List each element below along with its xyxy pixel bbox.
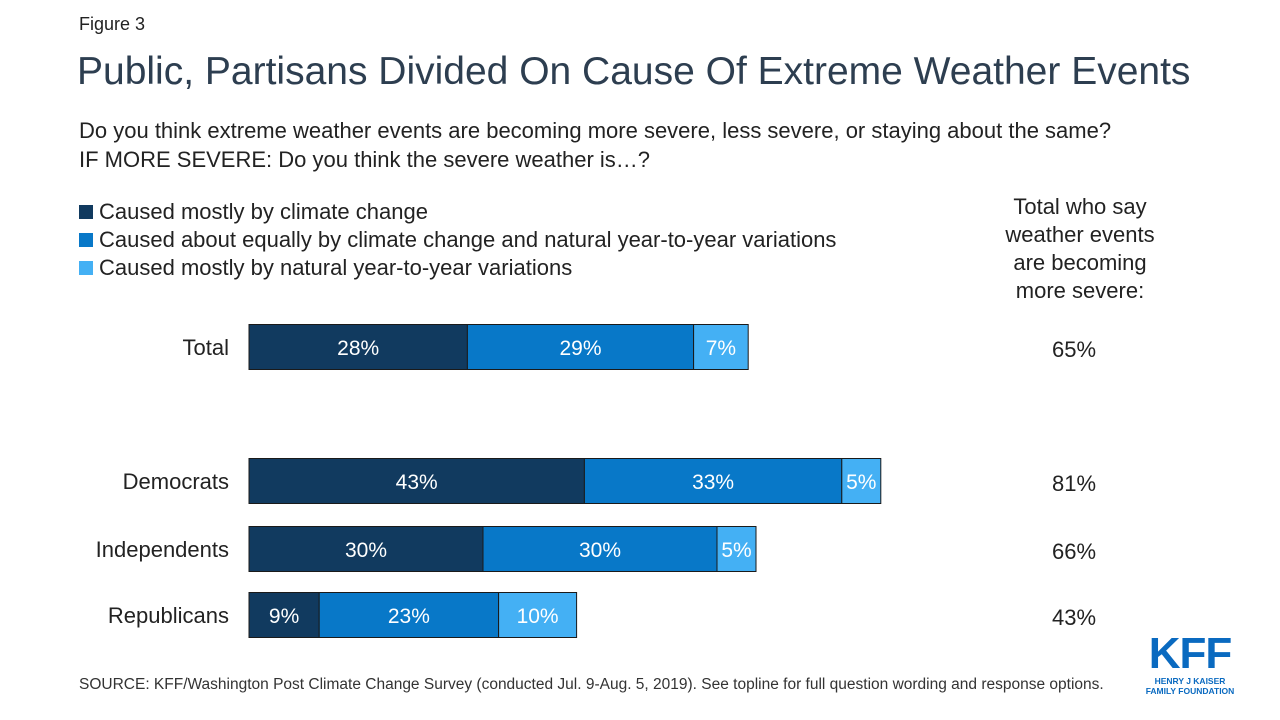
data-label-democrats-series-2: 33% [692, 471, 734, 494]
totals-header: Total who say weather events are becomin… [985, 193, 1175, 305]
total-value-democrats: 81% [1052, 471, 1096, 496]
data-label-republicans-series-3: 10% [517, 605, 559, 628]
subtitle-line-1: Do you think extreme weather events are … [79, 118, 1112, 143]
data-label-republicans-series-2: 23% [388, 605, 430, 628]
legend-label-mostly-natural: Caused mostly by natural year-to-year va… [99, 255, 573, 280]
bar-republicans-series-1 [248, 592, 320, 638]
bar-democrats-series-2 [583, 458, 843, 504]
logo-wordmark: KFF [1148, 629, 1233, 678]
bar-democrats-series-3 [841, 458, 882, 504]
legend-swatch-mostly-climate [79, 205, 93, 219]
totals-header-line-1: Total who say [1013, 194, 1147, 219]
total-value-independents: 66% [1052, 539, 1096, 564]
chart-subtitle: Do you think extreme weather events are … [79, 116, 1111, 174]
figure-label: Figure 3 [79, 14, 146, 34]
bar-independents-series-1 [248, 526, 484, 572]
legend-label-mostly-climate: Caused mostly by climate change [99, 199, 428, 224]
chart-title: Public, Partisans Divided On Cause Of Ex… [77, 50, 1191, 93]
logo-subline-1: HENRY J KAISER [1154, 676, 1226, 686]
bar-independents-series-3 [716, 526, 757, 572]
total-value-republicans: 43% [1052, 605, 1096, 630]
category-label-republicans: Republicans [108, 603, 229, 628]
data-label-total-series-3: 7% [706, 337, 736, 360]
totals-header-line-2: weather events [1005, 222, 1155, 247]
source-note: SOURCE: KFF/Washington Post Climate Chan… [79, 676, 1104, 693]
legend-item-equally: Caused about equally by climate change a… [79, 226, 836, 254]
category-label-total: Total [183, 335, 229, 360]
data-label-independents-series-2: 30% [579, 539, 621, 562]
category-label-democrats: Democrats [123, 469, 229, 494]
subtitle-line-2: IF MORE SEVERE: Do you think the severe … [79, 147, 651, 172]
bar-total-series-3 [693, 324, 749, 370]
data-label-total-series-2: 29% [559, 337, 601, 360]
data-label-republicans-series-1: 9% [269, 605, 299, 628]
legend-item-mostly-natural: Caused mostly by natural year-to-year va… [79, 254, 836, 282]
legend: Caused mostly by climate change Caused a… [79, 198, 836, 282]
bar-total-series-2 [466, 324, 695, 370]
legend-swatch-mostly-natural [79, 261, 93, 275]
bar-independents-series-2 [482, 526, 718, 572]
total-value-total: 65% [1052, 337, 1096, 362]
kff-logo: KFF HENRY J KAISER FAMILY FOUNDATION [1145, 629, 1235, 697]
totals-header-line-4: more severe: [1015, 278, 1145, 303]
data-label-total-series-1: 28% [337, 337, 379, 360]
legend-swatch-equally [79, 233, 93, 247]
category-label-independents: Independents [96, 537, 229, 562]
data-label-democrats-series-3: 5% [846, 471, 876, 494]
data-label-democrats-series-1: 43% [396, 471, 438, 494]
totals-header-line-3: are becoming [1013, 250, 1147, 275]
bar-democrats-series-1 [248, 458, 585, 504]
data-label-independents-series-3: 5% [721, 539, 751, 562]
legend-label-equally: Caused about equally by climate change a… [99, 227, 837, 252]
logo-subline-2: FAMILY FOUNDATION [1145, 686, 1235, 696]
legend-item-mostly-climate: Caused mostly by climate change [79, 198, 836, 226]
bar-total-series-1 [248, 324, 468, 370]
bar-republicans-series-3 [498, 592, 578, 638]
data-label-independents-series-1: 30% [345, 539, 387, 562]
